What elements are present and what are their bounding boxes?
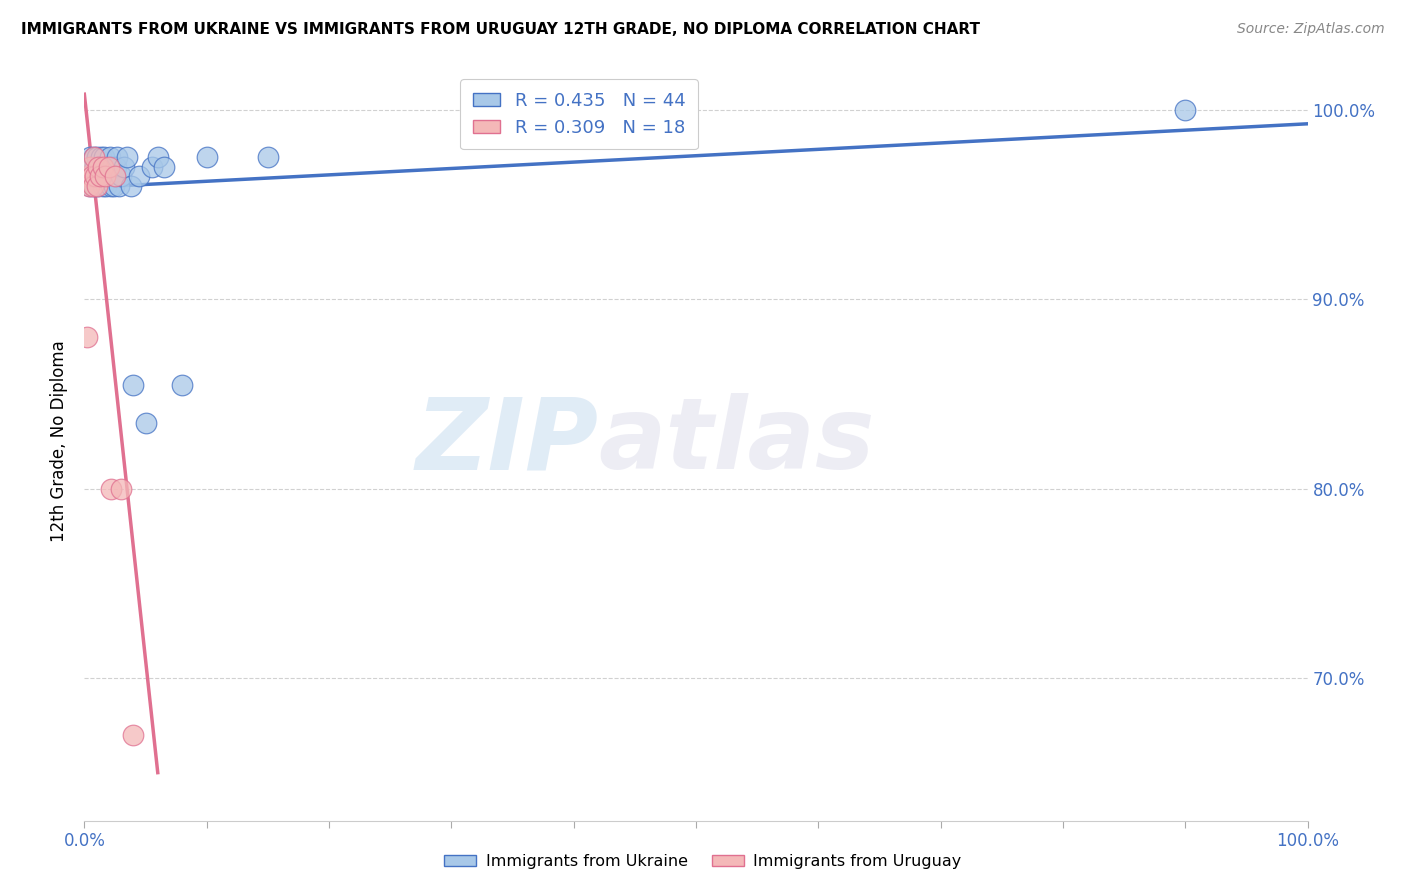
Point xyxy=(87,160,110,174)
Point xyxy=(97,160,120,174)
Point xyxy=(77,160,100,174)
Point xyxy=(77,169,100,183)
Point xyxy=(100,178,122,193)
Point xyxy=(91,160,114,174)
Point xyxy=(86,150,108,164)
Text: IMMIGRANTS FROM UKRAINE VS IMMIGRANTS FROM URUGUAY 12TH GRADE, NO DIPLOMA CORREL: IMMIGRANTS FROM UKRAINE VS IMMIGRANTS FR… xyxy=(21,22,980,37)
Text: Source: ZipAtlas.com: Source: ZipAtlas.com xyxy=(1237,22,1385,37)
Point xyxy=(257,150,280,164)
Point xyxy=(90,150,112,164)
Point xyxy=(93,160,115,174)
Point xyxy=(94,169,117,183)
Point xyxy=(79,150,101,164)
Point xyxy=(100,482,122,496)
Point xyxy=(87,160,110,174)
Point xyxy=(103,178,125,193)
Point xyxy=(83,178,105,193)
Point xyxy=(110,169,132,183)
Point xyxy=(172,377,194,392)
Point xyxy=(91,178,114,193)
Point xyxy=(96,178,118,193)
Point xyxy=(94,169,117,183)
Point xyxy=(98,150,121,164)
Point xyxy=(89,169,111,183)
Point xyxy=(105,150,128,164)
Point xyxy=(110,482,132,496)
Point xyxy=(120,178,142,193)
Point xyxy=(146,150,169,164)
Point xyxy=(122,728,145,742)
Point xyxy=(87,178,110,193)
Point xyxy=(141,160,163,174)
Point xyxy=(195,150,218,164)
Point xyxy=(77,178,100,193)
Point xyxy=(82,178,104,193)
Point xyxy=(83,150,105,164)
Point xyxy=(93,150,115,164)
Legend: R = 0.435   N = 44, R = 0.309   N = 18: R = 0.435 N = 44, R = 0.309 N = 18 xyxy=(460,79,697,149)
Point xyxy=(80,169,103,183)
Legend: Immigrants from Ukraine, Immigrants from Uruguay: Immigrants from Ukraine, Immigrants from… xyxy=(439,847,967,875)
Point xyxy=(80,160,103,174)
Text: ZIP: ZIP xyxy=(415,393,598,490)
Point xyxy=(79,178,101,193)
Point xyxy=(101,160,124,174)
Point xyxy=(84,160,107,174)
Point xyxy=(97,169,120,183)
Point xyxy=(104,169,127,183)
Point xyxy=(135,416,157,430)
Point xyxy=(112,160,135,174)
Point xyxy=(153,160,176,174)
Point xyxy=(89,169,111,183)
Point xyxy=(79,160,101,174)
Point xyxy=(82,169,104,183)
Point xyxy=(84,169,107,183)
Point xyxy=(83,150,105,164)
Point xyxy=(104,169,127,183)
Point xyxy=(1174,103,1197,117)
Point xyxy=(77,169,100,183)
Point xyxy=(128,169,150,183)
Point xyxy=(115,150,138,164)
Point xyxy=(107,178,129,193)
Y-axis label: 12th Grade, No Diploma: 12th Grade, No Diploma xyxy=(51,341,69,542)
Point xyxy=(122,377,145,392)
Point xyxy=(76,330,98,344)
Point xyxy=(105,160,128,174)
Point xyxy=(86,169,108,183)
Point xyxy=(86,178,108,193)
Point xyxy=(97,160,120,174)
Text: atlas: atlas xyxy=(598,393,875,490)
